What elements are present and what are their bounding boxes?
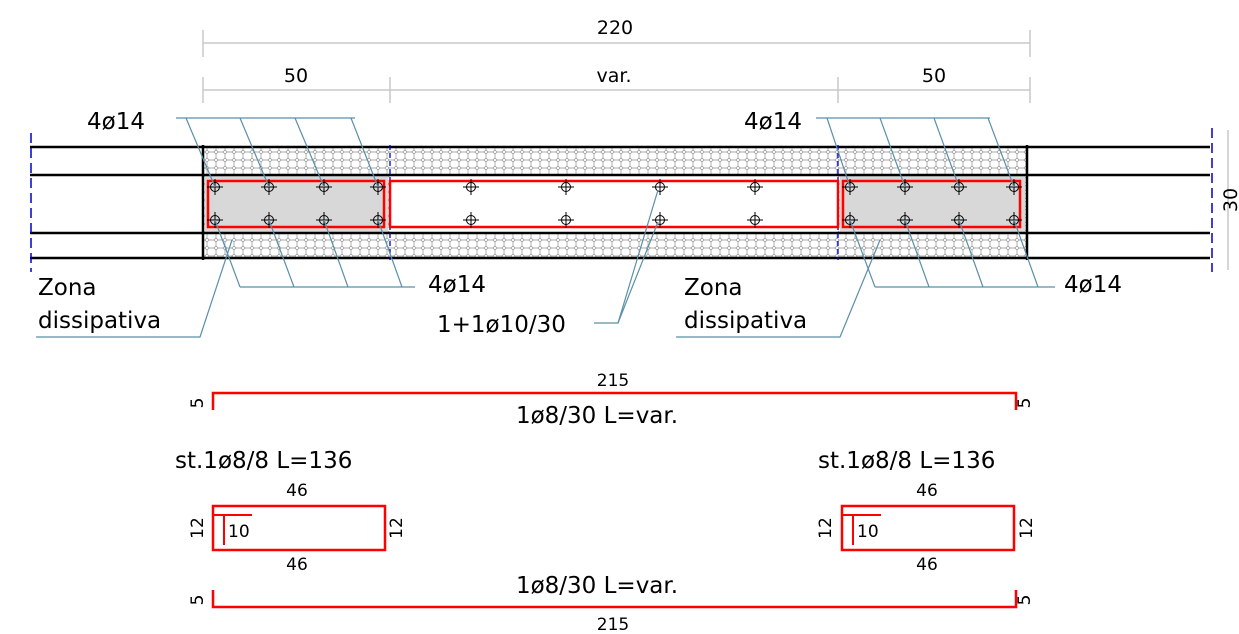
stirrup-left-top: 46 (286, 481, 308, 501)
dimension-middle-zone: var. (597, 65, 632, 87)
dissipative-zone-right-fill (840, 176, 1025, 232)
bar-top-hook-right: 5 (1015, 398, 1035, 409)
label-zone-right-2: dissipativa (684, 308, 807, 334)
beam-section (30, 128, 1213, 272)
stirrup-right-right: 12 (1017, 517, 1037, 539)
bar-top-long: 215 5 5 1ø8/30 L=var. (188, 371, 1035, 429)
rebar-marker (652, 212, 668, 228)
label-top-left-bars: 4ø14 (87, 109, 145, 135)
stirrup-right-zone (841, 179, 1022, 229)
stirrup-detail-left: st.1ø8/8 L=136 46 10 12 12 46 (175, 448, 407, 575)
label-zone-left-1: Zona (38, 275, 97, 301)
stirrup-right-top: 46 (916, 481, 938, 501)
label-stirrups-main: 1+1ø10/30 (437, 312, 566, 338)
dimension-left-zone: 50 (284, 65, 308, 87)
dimension-overall: 220 (202, 17, 1031, 57)
stirrup-left-bottom: 46 (286, 555, 308, 575)
bar-top-length: 215 (597, 371, 629, 391)
stirrup-right-bottom: 46 (916, 555, 938, 575)
dissipative-zone-left-fill (205, 176, 388, 232)
stirrup-left-spec: st.1ø8/8 L=136 (175, 448, 352, 474)
leader-lines (36, 117, 1055, 338)
dimension-chain: 50 var. 50 (202, 65, 1031, 103)
bar-top-hook-left: 5 (188, 398, 208, 409)
stirrup-left-hook: 10 (228, 522, 250, 542)
stirrup-middle (388, 179, 840, 229)
label-top-right-bars: 4ø14 (744, 109, 802, 135)
stirrup-left-right: 12 (387, 517, 407, 539)
dimension-height-label: 30 (1220, 188, 1239, 212)
dimension-right-zone: 50 (922, 65, 946, 87)
stirrup-left-zone (206, 179, 386, 229)
bar-bottom-spec: 1ø8/30 L=var. (516, 573, 678, 599)
rebar-marker (463, 179, 479, 195)
stirrup-right-left: 12 (816, 517, 836, 539)
dimension-height: 30 (1220, 130, 1239, 270)
bar-top-spec: 1ø8/30 L=var. (516, 403, 678, 429)
label-zone-right-1: Zona (684, 275, 743, 301)
bar-bottom-hook-left: 5 (188, 595, 208, 606)
label-bottom-right-bars: 4ø14 (1064, 272, 1122, 298)
label-zone-left-2: dissipativa (38, 308, 161, 334)
rebar-marker (652, 179, 668, 195)
dimension-total-label: 220 (597, 17, 633, 39)
rebar-marker (558, 179, 574, 195)
stirrup-right-spec: st.1ø8/8 L=136 (818, 448, 995, 474)
stirrup-left-left: 12 (188, 517, 208, 539)
label-bottom-left-bars: 4ø14 (428, 272, 486, 298)
rebar-marker (747, 212, 763, 228)
bar-bottom-length: 215 (597, 615, 629, 634)
rebar-marker (463, 212, 479, 228)
middle-core (390, 176, 838, 232)
rebar-marker (558, 212, 574, 228)
bar-bottom-hook-right: 5 (1015, 595, 1035, 606)
bar-bottom-long: 1ø8/30 L=var. 5 5 215 (188, 573, 1035, 634)
stirrup-detail-right: st.1ø8/8 L=136 46 10 12 12 46 (816, 448, 1037, 575)
rebar-marker (747, 179, 763, 195)
stirrup-right-hook: 10 (857, 522, 879, 542)
